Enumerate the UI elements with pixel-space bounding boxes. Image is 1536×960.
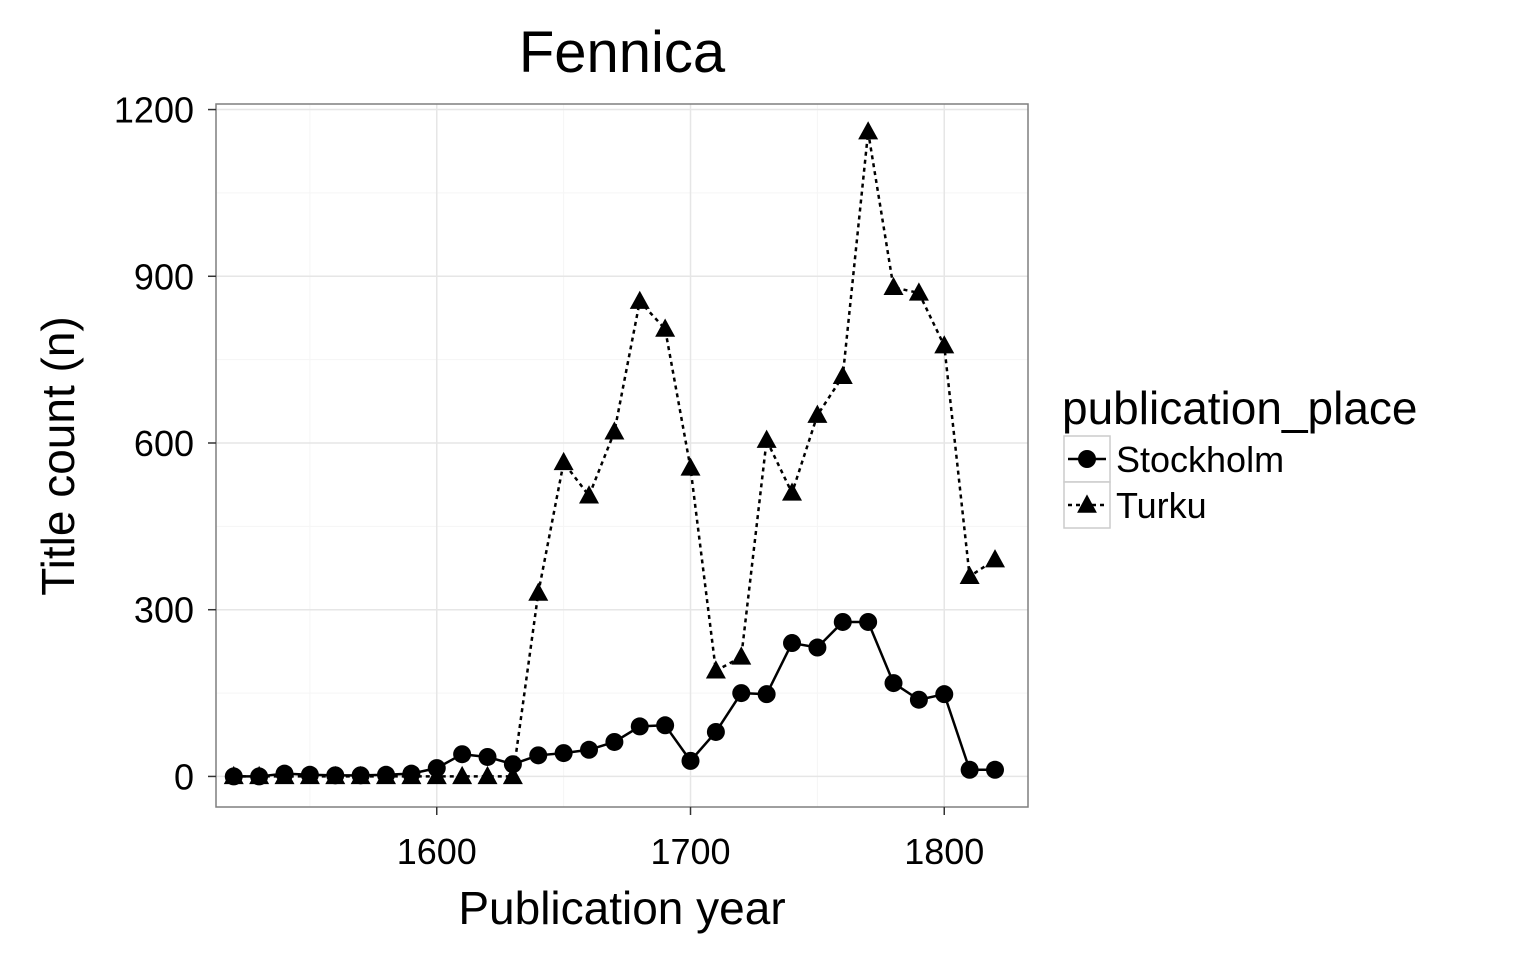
y-tick-label: 0 [174,756,194,797]
data-point-turku [832,365,853,384]
axes: 1600 1700 1800 0 300 600 900 1200 [114,90,984,872]
data-point-stockholm [554,744,573,763]
data-point-turku [452,765,473,785]
data-point-turku [731,646,752,665]
data-point-turku [376,765,397,785]
data-point-turku [401,765,422,785]
data-point-turku [604,421,625,440]
data-point-stockholm [706,722,725,741]
data-point-stockholm [960,760,979,779]
data-point-stockholm [732,684,751,703]
data-point-stockholm [656,716,675,735]
legend-label: Turku [1116,485,1207,526]
plot-area [215,103,1029,808]
legend: publication_place Stockholm Turku [1062,382,1418,529]
data-point-turku [858,121,879,140]
data-point-turku [655,318,676,337]
data-point-turku [985,549,1006,568]
data-point-stockholm [935,685,954,704]
data-point-stockholm [757,685,776,704]
legend-key-marker [1077,494,1097,513]
data-point-stockholm [783,634,802,653]
legend-title: publication_place [1062,382,1418,434]
data-point-stockholm [580,740,599,759]
data-point-turku [705,660,726,679]
y-tick-label: 300 [134,590,194,631]
data-point-turku [299,765,320,785]
data-point-stockholm [503,755,522,774]
legend-label: Stockholm [1116,439,1284,480]
data-point-turku [629,290,650,309]
y-axis-title: Title count (n) [32,316,84,596]
data-point-turku [249,765,270,785]
data-point-stockholm [478,747,497,766]
data-point-stockholm [630,717,649,736]
data-point-turku [426,765,447,785]
legend-key-marker [1078,450,1096,468]
y-tick-label: 1200 [114,90,194,131]
data-point-turku [553,451,574,471]
data-point-stockholm [808,638,827,657]
data-point-stockholm [681,751,700,770]
data-point-turku [528,582,549,601]
data-point-stockholm [859,612,878,631]
series-turku [223,121,1006,785]
legend-items: Stockholm Turku [1063,435,1284,529]
data-point-turku [908,282,929,301]
x-tick-label: 1600 [397,831,477,872]
data-point-turku [959,565,980,585]
x-tick-label: 1800 [904,831,984,872]
data-point-stockholm [986,760,1005,779]
y-tick-label: 900 [134,256,194,297]
data-point-turku [502,765,523,785]
data-point-turku [756,429,777,448]
y-tick-label: 600 [134,423,194,464]
data-point-turku [477,765,498,785]
panel-background [216,104,1028,807]
data-point-turku [807,404,828,423]
data-point-turku [883,276,904,296]
data-point-stockholm [529,746,548,765]
x-axis-title: Publication year [458,882,785,934]
data-point-stockholm [884,674,903,693]
data-point-turku [934,335,955,354]
data-point-stockholm [453,745,472,764]
data-point-stockholm [909,690,928,709]
legend-item-turku: Turku [1063,481,1207,529]
panel-border [215,103,1029,808]
x-tick-label: 1700 [650,831,730,872]
series-layer [223,121,1006,786]
data-point-stockholm [605,732,624,751]
legend-item-stockholm: Stockholm [1063,435,1284,483]
data-point-turku [350,765,371,785]
data-point-turku [274,765,295,785]
chart-title: Fennica [519,20,726,85]
data-point-turku [680,457,701,476]
data-point-turku [579,485,600,504]
data-point-turku [325,765,346,785]
data-point-stockholm [833,612,852,631]
data-point-turku [782,482,803,501]
data-point-turku [223,765,244,785]
